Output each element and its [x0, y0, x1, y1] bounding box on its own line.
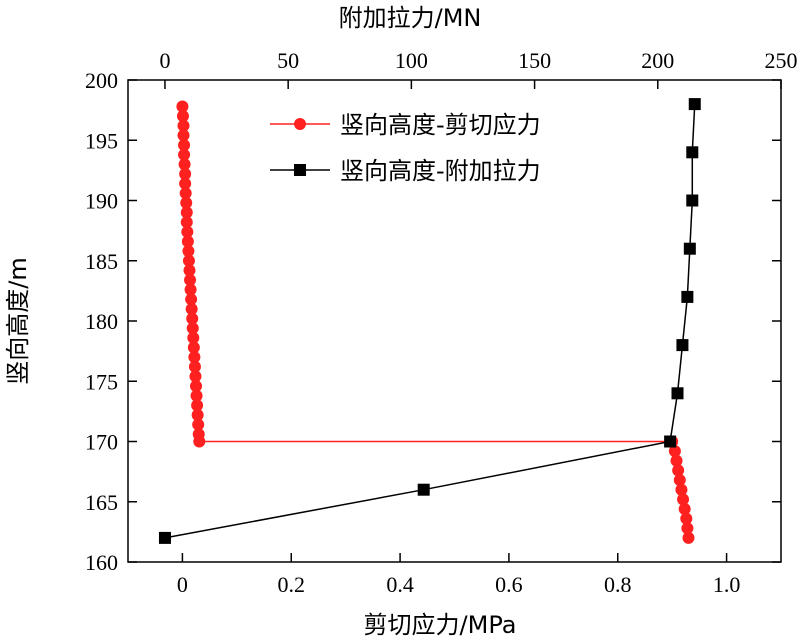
data-point — [185, 293, 198, 306]
data-point — [664, 435, 677, 448]
data-point — [189, 370, 202, 383]
data-point — [178, 158, 191, 171]
data-point — [686, 194, 699, 207]
data-point — [178, 148, 191, 161]
data-point — [188, 360, 201, 373]
y-axis-title: 竖向高度/m — [4, 257, 32, 384]
data-point — [187, 331, 200, 344]
data-point — [675, 483, 688, 496]
data-point — [180, 196, 193, 209]
y-tick-label: 200 — [85, 68, 118, 93]
data-point — [681, 522, 694, 535]
data-point — [184, 274, 197, 287]
data-point — [177, 119, 190, 132]
data-point — [681, 290, 694, 303]
data-point — [177, 129, 190, 142]
y-tick-label: 165 — [85, 490, 118, 515]
data-point — [683, 242, 696, 255]
y-tick-label: 160 — [85, 550, 118, 575]
data-point — [184, 283, 197, 296]
data-point — [181, 235, 194, 248]
top-axis-title: 附加拉力/MN — [339, 4, 482, 32]
data-point — [191, 399, 204, 412]
data-point — [682, 531, 695, 544]
bottom-tick-label: 0.2 — [278, 572, 306, 597]
legend-label-tension: 竖向高度-附加拉力 — [340, 157, 541, 185]
data-point — [187, 341, 200, 354]
y-tick-label: 195 — [85, 128, 118, 153]
y-tick-label: 180 — [85, 309, 118, 334]
data-point — [181, 225, 194, 238]
data-point — [179, 187, 192, 200]
bottom-axis-title: 剪切应力/MPa — [364, 611, 517, 639]
y-tick-label: 170 — [85, 430, 118, 455]
data-point — [158, 531, 171, 544]
bottom-tick-label: 1.0 — [713, 572, 741, 597]
ticks-layer: 0 0.2 0.4 0.6 0.8 1.0 0 50 100 150 200 250 160 165 170… — [85, 48, 798, 597]
top-tick-label: 200 — [641, 48, 674, 73]
data-point — [191, 408, 204, 421]
data-point — [672, 464, 685, 477]
y-tick-label: 190 — [85, 189, 118, 214]
legend-marker-tension — [294, 164, 306, 176]
data-point — [178, 139, 191, 152]
data-point — [190, 380, 203, 393]
legend-marker-shear — [294, 118, 306, 130]
data-point — [190, 389, 203, 402]
data-point — [670, 454, 683, 467]
data-point — [676, 339, 689, 352]
data-point — [180, 206, 193, 219]
data-point — [176, 110, 189, 123]
data-point — [179, 167, 192, 180]
top-tick-label: 50 — [277, 48, 299, 73]
data-point — [188, 351, 201, 364]
data-point — [417, 483, 430, 496]
data-point — [192, 418, 205, 431]
legend-item-tension: 竖向高度-附加拉力 — [270, 157, 541, 185]
data-point — [677, 493, 690, 506]
top-tick-label: 0 — [159, 48, 170, 73]
bottom-tick-label: 0.8 — [604, 572, 632, 597]
data-point — [182, 245, 195, 258]
bottom-tick-label: 0 — [177, 572, 188, 597]
data-point — [688, 98, 701, 111]
y-tick-label: 175 — [85, 369, 118, 394]
top-tick-label: 150 — [518, 48, 551, 73]
top-tick-label: 250 — [765, 48, 798, 73]
data-point — [686, 146, 699, 159]
data-point — [671, 387, 684, 400]
data-point — [179, 177, 192, 190]
top-tick-label: 100 — [395, 48, 428, 73]
data-point — [673, 474, 686, 487]
series-line-1 — [164, 104, 696, 539]
data-point — [182, 254, 195, 267]
data-point — [185, 302, 198, 315]
y-tick-label: 185 — [85, 249, 118, 274]
series-layer — [158, 98, 701, 544]
legend: 竖向高度-剪切应力 竖向高度-附加拉力 — [270, 111, 541, 185]
data-point — [678, 502, 691, 515]
data-point — [680, 512, 693, 525]
data-point — [186, 312, 199, 325]
data-point — [183, 264, 196, 277]
legend-label-shear: 竖向高度-剪切应力 — [340, 111, 541, 139]
data-point — [193, 435, 206, 448]
data-point — [186, 322, 199, 335]
bottom-tick-label: 0.6 — [495, 572, 523, 597]
legend-item-shear: 竖向高度-剪切应力 — [270, 111, 541, 139]
data-point — [176, 100, 189, 113]
bottom-tick-label: 0.4 — [386, 572, 414, 597]
data-point — [180, 216, 193, 229]
data-point — [668, 445, 681, 458]
